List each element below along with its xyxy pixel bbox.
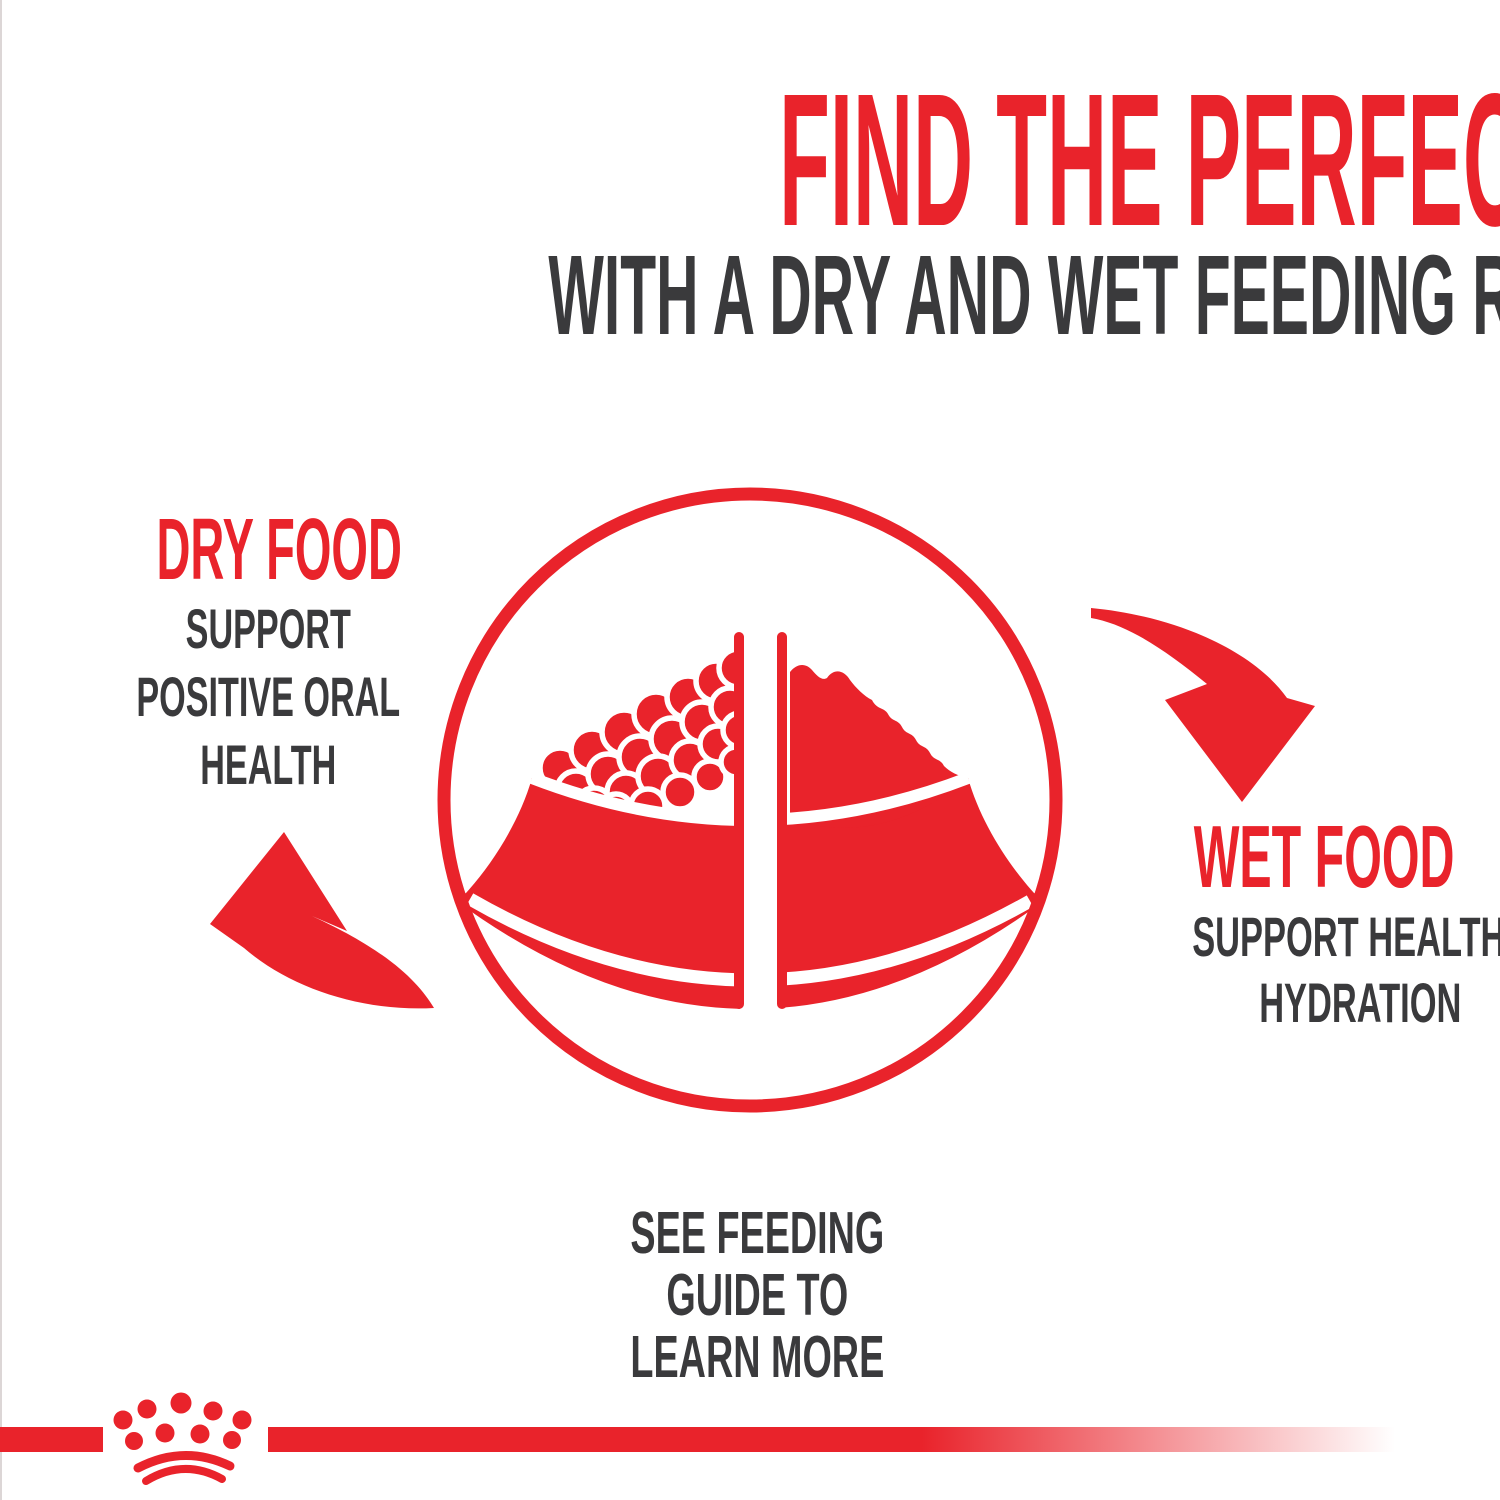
feeding-guide-note-line: LEARN MORE <box>630 1324 884 1390</box>
left-edge-divider <box>0 0 2 1500</box>
page-subtitle: WITH A DRY AND WET FEEDING ROUTINE <box>0 230 1500 360</box>
page-title: FIND THE PERFECT BALANCE <box>0 52 1500 269</box>
bowl-rim-highlight <box>529 772 971 826</box>
feeding-guide-note: SEE FEEDING GUIDE TO LEARN MORE <box>7 1202 1500 1391</box>
wet-food-benefit-line: HYDRATION <box>1259 971 1462 1034</box>
bowl-body-right <box>780 778 1045 1008</box>
page-title-text: FIND THE PERFECT BALANCE <box>779 55 1500 266</box>
split-food-bowl-icon <box>437 487 1063 1113</box>
page-subtitle-text: WITH A DRY AND WET FEEDING ROUTINE <box>548 232 1500 358</box>
balance-circle-outline <box>437 487 1063 1113</box>
wet-food-benefit: SUPPORT HEALTHY HYDRATION <box>1087 904 1500 1036</box>
feeding-guide-note-line: SEE FEEDING <box>630 1200 884 1266</box>
dry-food-label-block: DRY FOOD SUPPORT POSITIVE ORAL HEALTH <box>52 501 402 799</box>
feeding-guide-note-line: GUIDE TO <box>666 1262 848 1328</box>
curved-arrow-up-icon <box>210 832 434 1009</box>
brand-bar-left-segment <box>0 1427 103 1452</box>
royal-canin-crown-icon <box>113 1392 252 1485</box>
bowl-body-left <box>455 778 740 1009</box>
brand-bar-right-segment <box>268 1427 1395 1452</box>
dry-food-benefit: SUPPORT POSITIVE ORAL HEALTH <box>52 595 400 799</box>
bottom-brand-bar <box>0 1427 1395 1452</box>
dry-food-heading: DRY FOOD <box>156 501 402 598</box>
dry-food-benefit-line: SUPPORT <box>185 597 351 660</box>
dry-food-benefit-line: POSITIVE ORAL <box>136 665 401 728</box>
bowl-base-highlight <box>466 893 1034 987</box>
curved-arrow-down-icon <box>1091 608 1315 802</box>
wet-food-benefit-line: SUPPORT HEALTHY <box>1192 905 1500 968</box>
wet-food-label-block: WET FOOD SUPPORT HEALTHY HYDRATION <box>1087 807 1500 1036</box>
wet-food-heading: WET FOOD <box>1193 807 1455 906</box>
dry-food-benefit-line: HEALTH <box>200 733 337 796</box>
